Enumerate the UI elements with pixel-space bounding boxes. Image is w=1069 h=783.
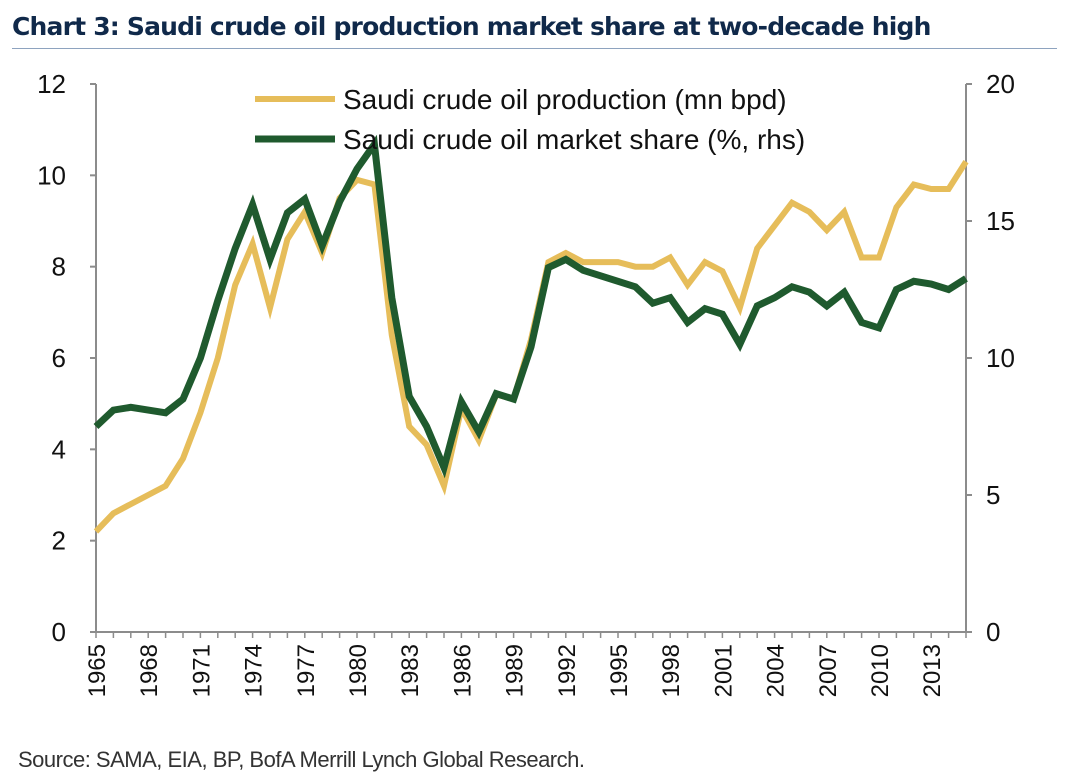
x-tick-label: 1983 xyxy=(397,644,424,697)
right-y-tick-label: 15 xyxy=(986,206,1015,236)
right-y-tick-label: 20 xyxy=(986,69,1015,99)
x-tick-label: 2010 xyxy=(867,644,894,697)
x-tick-label: 1980 xyxy=(345,644,372,697)
chart-header: Chart 3: Saudi crude oil production mark… xyxy=(12,8,1057,49)
x-tick-label: 2013 xyxy=(919,644,946,697)
x-tick-label: 1974 xyxy=(241,644,268,697)
x-tick-label: 1989 xyxy=(502,644,529,697)
right-y-tick-label: 10 xyxy=(986,343,1015,373)
x-tick-label: 1968 xyxy=(136,644,163,697)
x-tick-label: 1986 xyxy=(449,644,476,697)
x-tick-label: 1992 xyxy=(554,644,581,697)
legend-label: Saudi crude oil market share (%, rhs) xyxy=(343,124,805,155)
source-note: Source: SAMA, EIA, BP, BofA Merrill Lync… xyxy=(18,747,585,772)
left-y-tick-label: 0 xyxy=(52,617,66,647)
x-tick-label: 2001 xyxy=(710,644,737,697)
left-y-tick-label: 6 xyxy=(52,343,66,373)
x-tick-label: 2004 xyxy=(763,644,790,697)
market-share-series-line xyxy=(93,134,968,479)
right-y-tick-label: 0 xyxy=(986,617,1000,647)
left-y-tick-label: 2 xyxy=(52,526,66,556)
right-y-tick-label: 5 xyxy=(986,480,1000,510)
left-y-tick-label: 4 xyxy=(52,434,66,464)
left-y-tick-label: 10 xyxy=(37,160,66,190)
x-tick-label: 1977 xyxy=(293,644,320,697)
x-tick-label: 1965 xyxy=(84,644,111,697)
left-y-tick-label: 8 xyxy=(52,252,66,282)
left-y-tick-label: 12 xyxy=(37,69,66,99)
legend-label: Saudi crude oil production (mn bpd) xyxy=(343,84,787,115)
title-divider xyxy=(12,48,1057,49)
x-tick-label: 2007 xyxy=(815,644,842,697)
x-tick-label: 1998 xyxy=(658,644,685,697)
chart-title: Chart 3: Saudi crude oil production mark… xyxy=(12,12,931,41)
x-tick-label: 1995 xyxy=(606,644,633,697)
x-tick-label: 1971 xyxy=(188,644,215,697)
